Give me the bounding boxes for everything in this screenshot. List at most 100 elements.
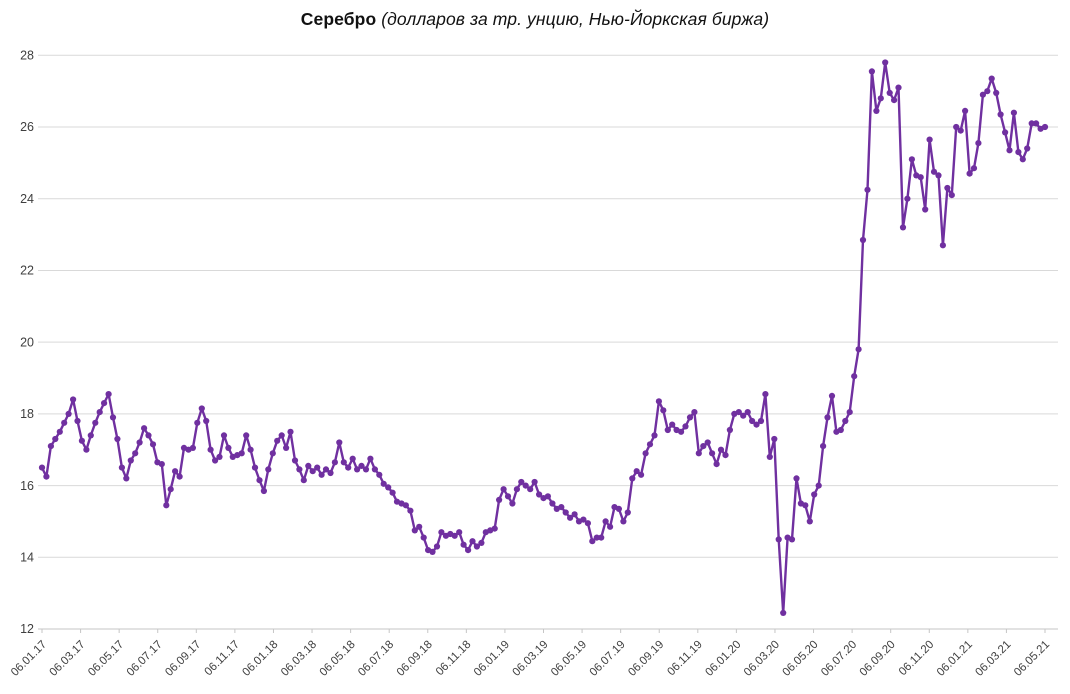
data-point [771, 435, 778, 443]
data-point [491, 525, 498, 532]
data-point [629, 475, 636, 482]
data-point [593, 534, 600, 541]
data-point [842, 417, 849, 425]
svg-text:22: 22 [20, 264, 34, 278]
svg-text:06.07.18: 06.07.18 [356, 639, 396, 679]
data-point [939, 242, 947, 249]
data-point [1019, 156, 1026, 163]
data-point [993, 89, 1000, 96]
data-point [61, 419, 68, 426]
data-point [376, 471, 383, 478]
data-point [536, 491, 543, 498]
data-point [846, 409, 853, 416]
data-point [957, 127, 964, 134]
data-point [52, 435, 59, 443]
data-point [562, 509, 569, 516]
svg-text:06.09.17: 06.09.17 [163, 639, 203, 679]
data-point [456, 529, 463, 536]
svg-text:06.03.20: 06.03.20 [742, 639, 782, 679]
data-point [571, 511, 578, 518]
data-point [877, 95, 884, 102]
data-point [824, 414, 831, 421]
data-point [802, 502, 809, 509]
data-point [620, 518, 627, 525]
data-point [283, 444, 290, 451]
data-point [753, 421, 760, 428]
data-point [371, 466, 378, 473]
svg-text:06.03.17: 06.03.17 [48, 639, 88, 679]
data-point [496, 496, 503, 503]
svg-text:06.05.21: 06.05.21 [1012, 639, 1052, 679]
data-point [917, 174, 924, 181]
data-point [997, 111, 1004, 118]
svg-text:06.03.19: 06.03.19 [510, 639, 550, 679]
data-point [762, 391, 769, 398]
data-point [709, 450, 716, 457]
data-point [567, 514, 574, 521]
data-point [873, 107, 880, 114]
data-point [402, 502, 409, 509]
data-point [882, 59, 889, 66]
data-point [518, 478, 525, 486]
data-point [1041, 123, 1049, 131]
svg-text:06.07.17: 06.07.17 [125, 639, 165, 679]
data-point [438, 529, 445, 536]
data-point [788, 536, 796, 543]
data-point [979, 91, 987, 98]
data-point [908, 156, 916, 163]
data-point [123, 475, 130, 482]
data-point [163, 502, 170, 509]
data-point [269, 450, 276, 457]
data-point [828, 392, 836, 399]
data-point [92, 419, 99, 426]
data-point [646, 441, 654, 448]
data-point [416, 523, 423, 530]
svg-text:06.11.19: 06.11.19 [665, 639, 705, 679]
data-point [513, 486, 521, 493]
svg-text:06.11.18: 06.11.18 [434, 639, 474, 679]
data-point [793, 475, 800, 482]
data-point [207, 446, 214, 453]
data-point [331, 459, 338, 466]
data-point [260, 487, 267, 495]
data-point [132, 450, 139, 457]
data-point [389, 489, 396, 496]
svg-text:06.01.20: 06.01.20 [703, 639, 743, 679]
svg-text:06.11.17: 06.11.17 [202, 639, 242, 679]
data-point [775, 536, 782, 543]
data-point [766, 453, 773, 460]
svg-text:20: 20 [20, 335, 34, 349]
data-point [349, 455, 356, 462]
data-point [1033, 120, 1040, 127]
data-point [975, 140, 982, 147]
data-point [380, 480, 387, 487]
svg-text:06.01.19: 06.01.19 [472, 639, 512, 679]
data-point [256, 477, 263, 484]
data-point [948, 192, 955, 199]
data-point [87, 432, 94, 439]
data-point [722, 452, 729, 459]
data-point [354, 466, 361, 473]
data-point [78, 437, 85, 444]
data-point [65, 410, 72, 417]
data-point [859, 236, 867, 244]
data-point [686, 414, 694, 421]
data-point [83, 446, 90, 453]
data-point [868, 68, 876, 75]
data-point [220, 432, 228, 439]
data-point [1006, 147, 1013, 154]
svg-text:06.09.20: 06.09.20 [858, 639, 898, 679]
data-point [700, 443, 707, 450]
data-point [238, 450, 245, 457]
data-point [309, 468, 316, 475]
svg-text:06.03.18: 06.03.18 [279, 639, 319, 679]
data-point [624, 509, 631, 516]
data-point [300, 477, 307, 484]
data-point [203, 417, 210, 425]
data-point [149, 441, 157, 448]
data-point [806, 518, 813, 525]
data-point [158, 461, 165, 468]
data-point [362, 466, 370, 473]
data-point [895, 84, 902, 91]
